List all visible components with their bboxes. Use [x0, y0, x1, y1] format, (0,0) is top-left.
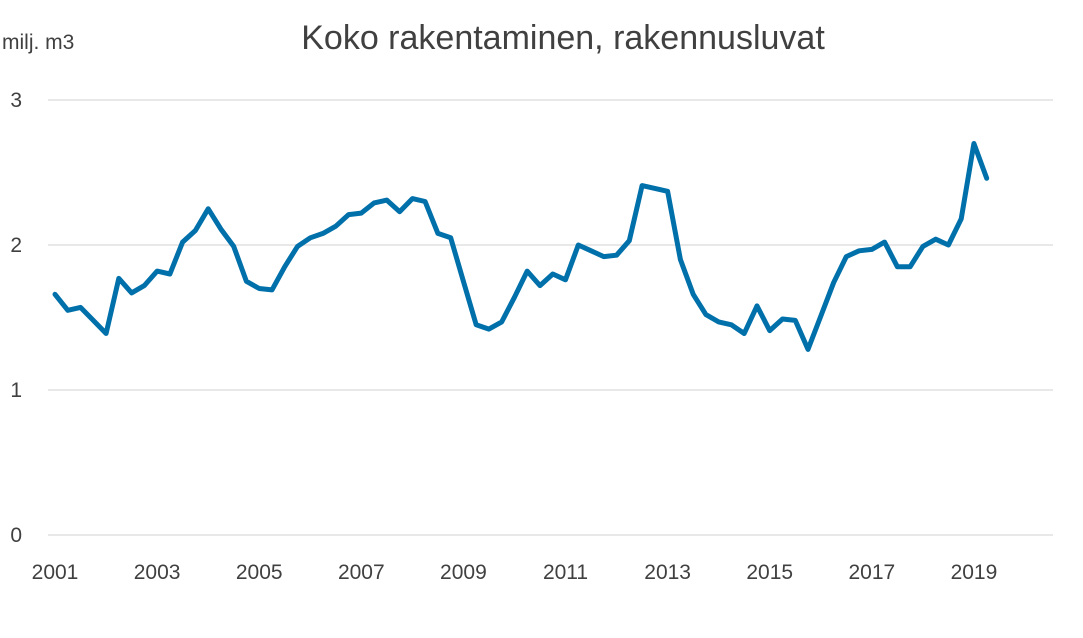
x-tick-label: 2007	[338, 561, 385, 584]
x-tick-label: 2013	[644, 561, 691, 584]
x-axis-ticks: 2001 2003 2005 2007 2009 2011 2013 2015 2017 2019	[32, 561, 998, 584]
y-axis-ticks: 0 1 2 3	[10, 89, 22, 547]
x-tick-label: 2011	[543, 561, 588, 584]
series-layer	[52, 141, 990, 352]
y-axis-unit-label: milj. m3	[2, 31, 74, 54]
gridlines	[48, 99, 1053, 536]
y-tick-label: 1	[10, 379, 22, 402]
x-tick-label: 2017	[848, 561, 895, 584]
x-tick-label: 2005	[236, 561, 283, 584]
x-tick-label: 2009	[440, 561, 487, 584]
x-tick-label: 2019	[951, 561, 998, 584]
y-tick-label: 2	[10, 234, 22, 257]
chart-title: Koko rakentaminen, rakennusluvat	[301, 19, 825, 57]
x-tick-label: 2015	[746, 561, 793, 584]
y-tick-label: 0	[10, 524, 22, 547]
series-line-0	[52, 141, 990, 352]
x-tick-label: 2003	[134, 561, 181, 584]
x-tick-label: 2001	[32, 561, 79, 584]
y-tick-label: 3	[10, 89, 22, 112]
